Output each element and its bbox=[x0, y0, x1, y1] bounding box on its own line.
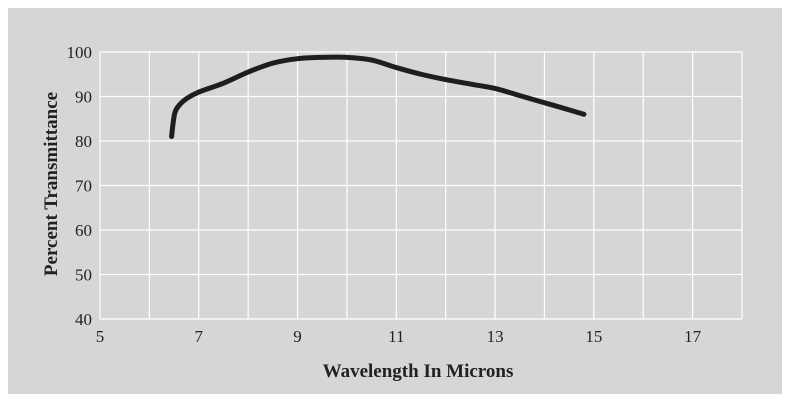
x-tick-label-17: 17 bbox=[684, 327, 702, 346]
transmittance-chart: 40 50 60 70 80 90 100 5 7 9 11 13 15 17 Wavelength In… bbox=[41, 43, 743, 382]
y-axis-title: Percent Transmittance bbox=[41, 92, 62, 276]
y-tick-label-100: 100 bbox=[67, 43, 93, 62]
x-tick-label-13: 13 bbox=[487, 327, 504, 346]
x-tick-label-7: 7 bbox=[195, 327, 204, 346]
grid-lines bbox=[99, 51, 743, 320]
transmittance-curve-0 bbox=[169, 54, 587, 140]
y-tick-label-60: 60 bbox=[75, 221, 92, 240]
tick-labels: 40 50 60 70 80 90 100 5 7 9 11 13 15 17 bbox=[67, 43, 702, 346]
y-tick-label-50: 50 bbox=[75, 266, 92, 285]
x-tick-label-15: 15 bbox=[585, 327, 602, 346]
x-tick-label-9: 9 bbox=[293, 327, 302, 346]
x-tick-label-11: 11 bbox=[388, 327, 404, 346]
x-tick-label-5: 5 bbox=[96, 327, 105, 346]
y-tick-label-80: 80 bbox=[75, 132, 92, 151]
y-tick-label-90: 90 bbox=[75, 88, 92, 107]
chart-panel: 40 50 60 70 80 90 100 5 7 9 11 13 15 17 Wavelength In… bbox=[8, 8, 782, 394]
y-tick-label-40: 40 bbox=[75, 310, 92, 329]
y-tick-label-70: 70 bbox=[75, 177, 92, 196]
x-axis-title: Wavelength In Microns bbox=[323, 361, 514, 382]
series-layer bbox=[169, 54, 587, 140]
